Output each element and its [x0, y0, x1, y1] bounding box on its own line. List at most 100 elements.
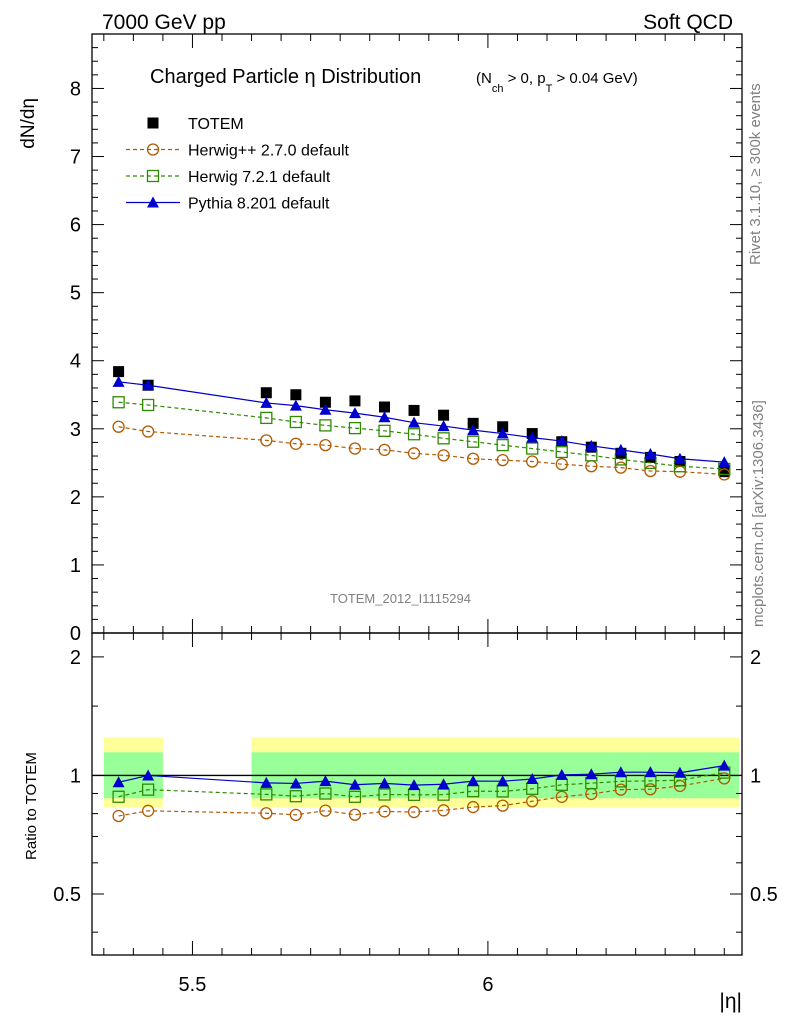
data-point	[260, 396, 273, 408]
data-point	[555, 445, 568, 459]
ratio-point	[585, 768, 598, 780]
ratio-point	[112, 790, 125, 803]
ratio-axis-label: Ratio to TOTEM	[23, 752, 40, 860]
ratio-tick-label-left: 0.5	[53, 884, 81, 906]
legend-label: TOTEM	[188, 116, 244, 133]
ratio-point	[112, 776, 125, 788]
x-axis-label: |η|	[719, 990, 742, 1013]
ratio-point	[408, 779, 421, 791]
data-point	[112, 396, 125, 409]
data-point	[496, 427, 509, 439]
data-point	[437, 420, 450, 432]
header-left: 7000 GeV pp	[102, 11, 226, 34]
ratio-point	[348, 790, 362, 803]
data-point	[319, 438, 332, 452]
y-tick-label: 2	[70, 487, 81, 509]
axis-ticks: 0 1 2 3 4 5 6 7 8 0.5 0.5 1 1 2 2 5.5 6	[53, 33, 778, 996]
ratio-point	[348, 778, 361, 790]
legend: TOTEM Herwig++ 2.7.0 default Herwig 7.2.1 …	[126, 116, 350, 213]
legend-label: Herwig 7.2.1 default	[188, 169, 331, 186]
data-point	[673, 452, 686, 464]
y-tick-label: 1	[70, 555, 81, 577]
ratio-tick-label-right: 1	[750, 765, 761, 787]
ratio-point	[289, 777, 302, 789]
data-point	[260, 411, 273, 425]
data-point	[289, 399, 302, 411]
ratio-tick-label-right: 0.5	[750, 884, 778, 906]
rivet-label: Rivet 3.1.10, ≥ 300k events	[747, 83, 764, 265]
ratio-frame-box	[91, 632, 743, 956]
legend-entry-0: TOTEM	[147, 116, 244, 133]
data-point	[408, 416, 421, 428]
data-point	[348, 421, 362, 435]
data-point	[497, 421, 509, 433]
ratio-point	[437, 778, 450, 790]
data-point	[260, 387, 272, 399]
data-point	[407, 428, 421, 441]
legend-marker	[147, 196, 159, 208]
legend-label: Herwig++ 2.7.0 default	[188, 143, 350, 160]
mcplots-label: mcplots.cern.ch [arXiv:1306.3436]	[750, 400, 767, 627]
data-point	[319, 396, 331, 408]
data-point	[718, 456, 731, 468]
data-point	[289, 415, 303, 429]
ratio-line-3	[118, 765, 725, 786]
data-point	[614, 461, 628, 474]
data-point	[319, 403, 332, 415]
data-point	[407, 447, 421, 460]
y-tick-label: 0	[70, 623, 81, 645]
data-point	[466, 435, 480, 448]
x-tick-label: 5.5	[179, 974, 207, 996]
ratio-point	[142, 769, 155, 781]
ratio-point	[289, 808, 303, 821]
ratio-point	[526, 795, 539, 808]
ratio-tick-label-right: 2	[750, 647, 761, 669]
data-point	[526, 455, 539, 468]
legend-entry-2: Herwig 7.2.1 default	[126, 169, 331, 186]
series-line-3	[118, 381, 725, 463]
ratio-point	[466, 800, 480, 814]
ratio-point	[644, 783, 657, 796]
data-point	[467, 424, 480, 436]
data-point	[614, 443, 627, 455]
ratio-point	[260, 807, 273, 820]
ratio-point	[555, 768, 568, 780]
ratio-point	[496, 799, 509, 812]
data-point	[438, 409, 450, 421]
y-tick-label: 5	[70, 283, 81, 305]
data-point	[526, 431, 539, 443]
data-point	[379, 401, 390, 413]
data-point	[466, 452, 480, 465]
data-point	[348, 442, 362, 455]
ratio-point	[319, 804, 332, 817]
data-point	[718, 466, 730, 478]
data-point	[555, 435, 568, 447]
data-point	[496, 453, 509, 467]
ratio-point	[467, 775, 480, 787]
ratio-point	[112, 809, 125, 823]
data-point	[378, 443, 391, 457]
series-3	[112, 375, 731, 791]
series-line-1	[118, 426, 725, 475]
y-tick-label: 6	[70, 215, 81, 237]
ratio-point	[614, 783, 628, 796]
data-point	[290, 389, 302, 401]
ratio-point	[718, 759, 731, 771]
ratio-point	[644, 766, 657, 778]
data-point	[437, 432, 450, 445]
data-point	[142, 379, 155, 391]
data-point	[585, 439, 598, 451]
data-point	[289, 437, 303, 450]
header-right: Soft QCD	[643, 11, 733, 34]
analysis-watermark: TOTEM_2012_I1115294	[330, 591, 471, 606]
ratio-point	[614, 766, 627, 778]
data-point	[113, 366, 125, 378]
ratio-point	[437, 804, 450, 817]
ratio-point	[496, 775, 509, 787]
y-tick-label: 3	[70, 419, 81, 441]
y-tick-label: 4	[70, 351, 81, 373]
ratio-plot-frame	[91, 632, 743, 956]
ratio-point	[141, 783, 155, 796]
data-point	[260, 434, 273, 447]
legend-marker	[147, 117, 159, 129]
